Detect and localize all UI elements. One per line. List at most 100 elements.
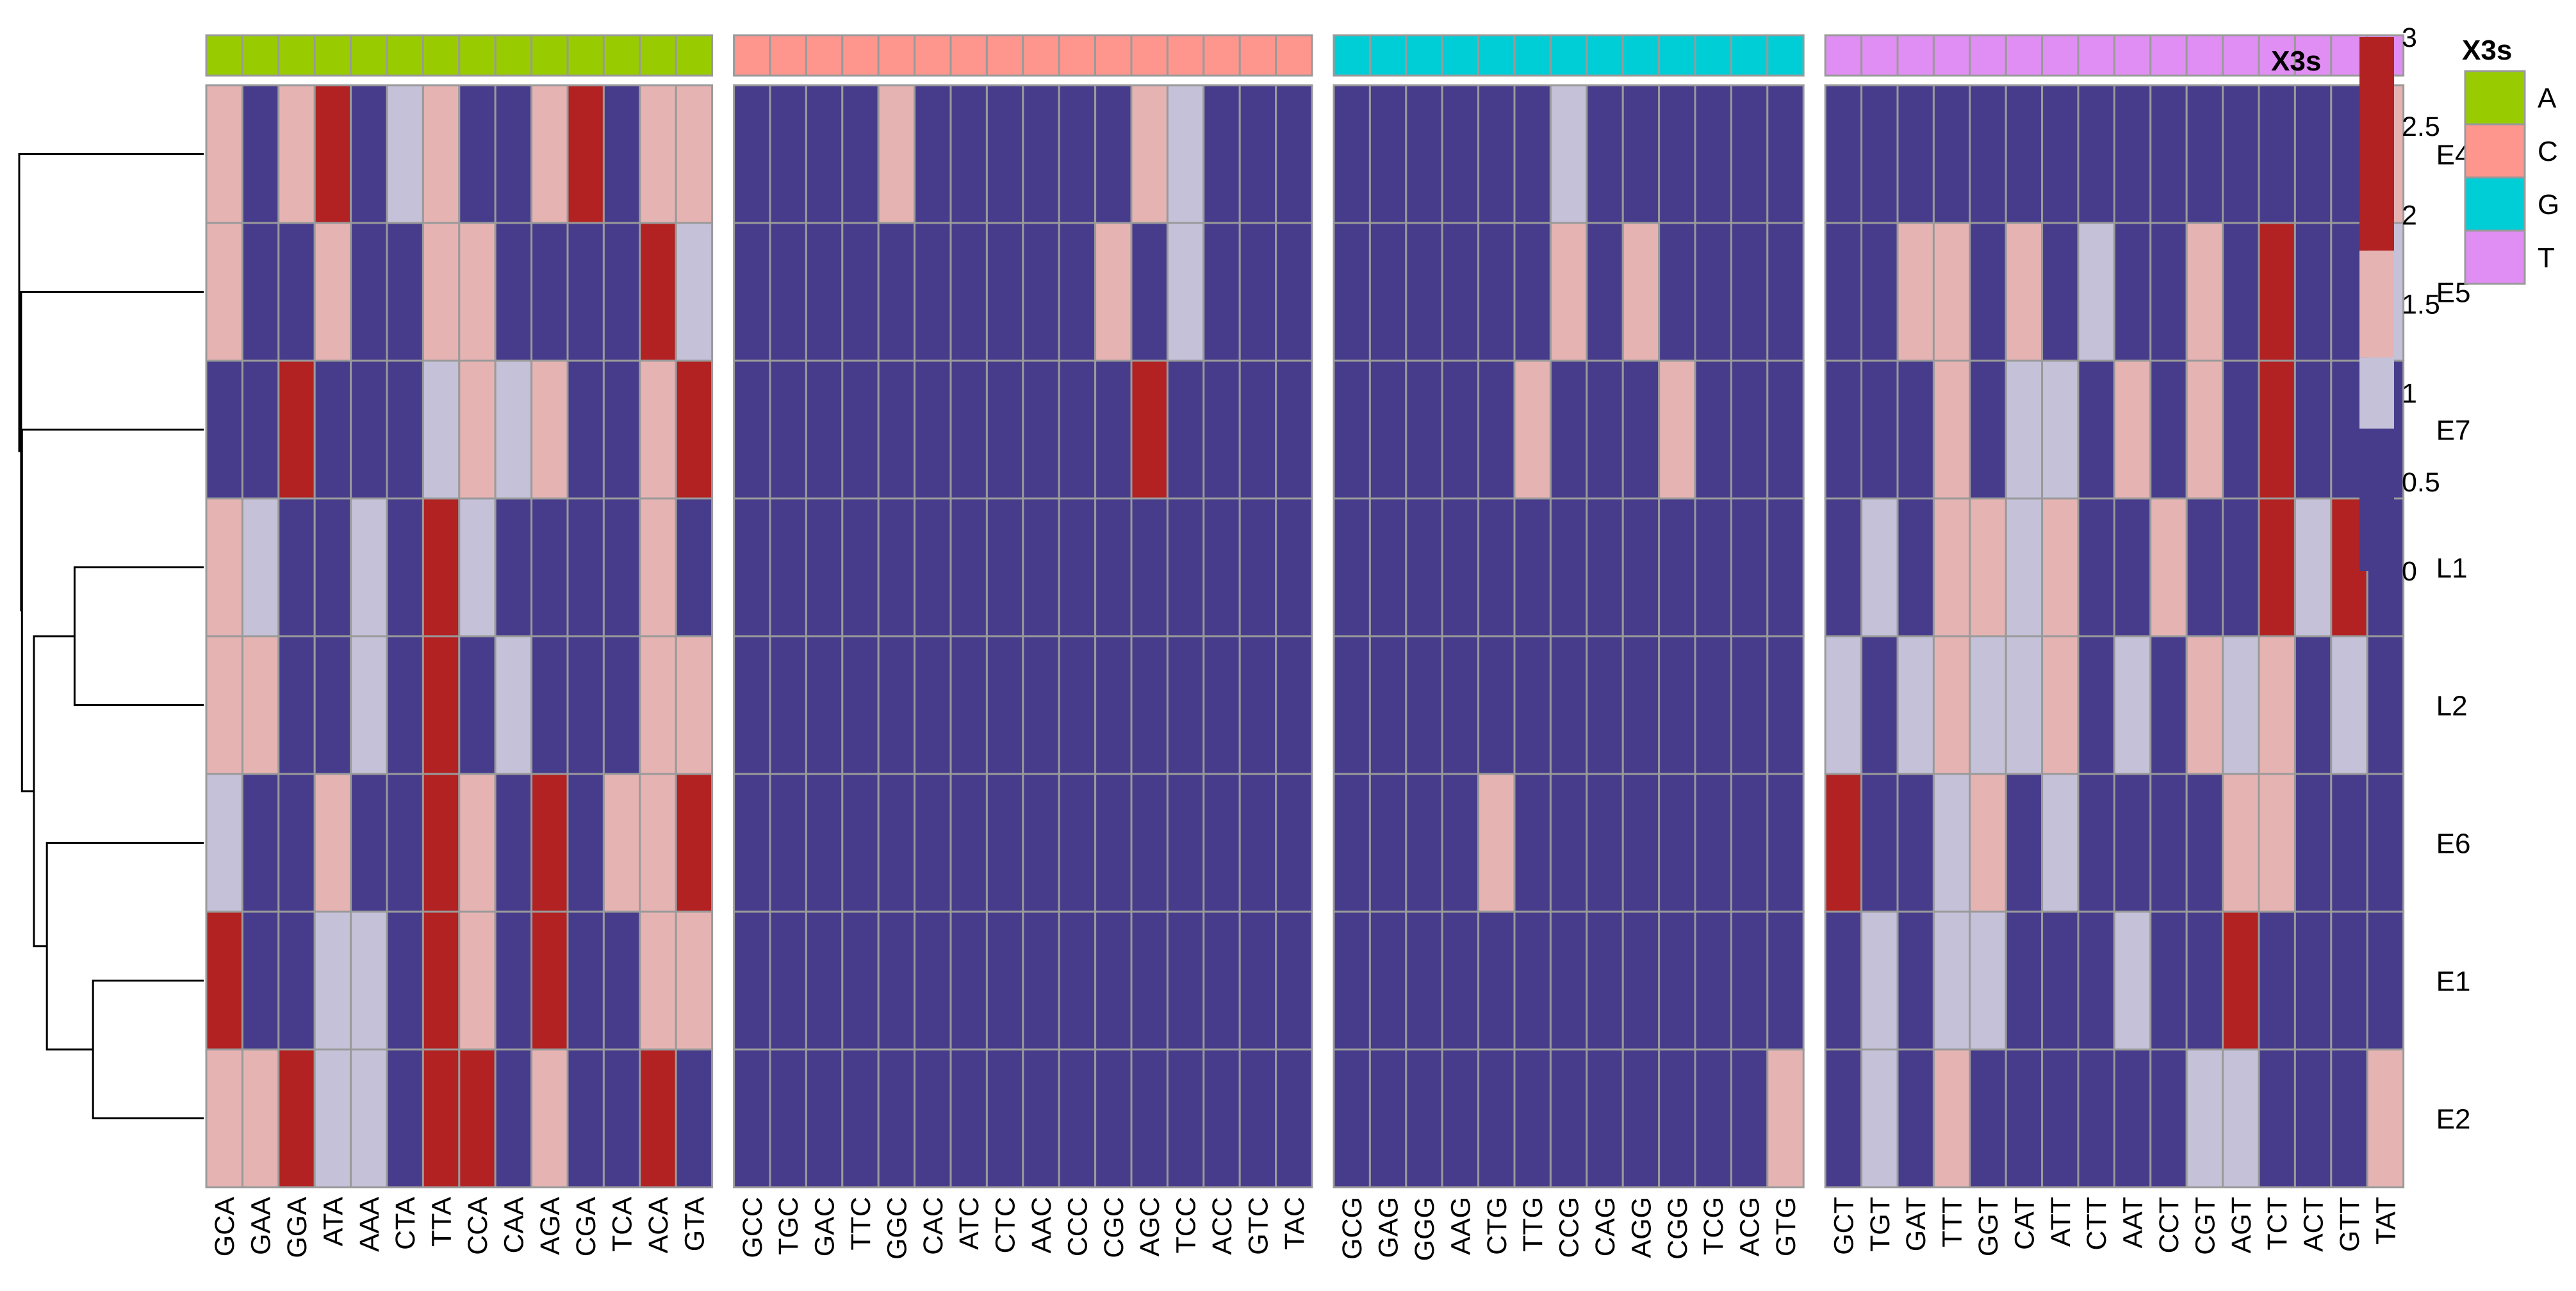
- heatmap-cell: [841, 773, 880, 913]
- heatmap-cell: [1932, 359, 1971, 500]
- heatmap-cell: [2077, 497, 2115, 637]
- heatmap-cell: [2293, 359, 2333, 500]
- colorbar-tick-label: 1.5: [2402, 290, 2440, 320]
- heatmap-cell: [602, 84, 641, 224]
- heatmap-cell: [1166, 910, 1205, 1051]
- heatmap-cell: [1730, 497, 1769, 637]
- heatmap-cell: [1860, 910, 1899, 1051]
- annotation-cell: [985, 34, 1024, 77]
- heatmap-cell: [2185, 773, 2224, 913]
- heatmap-cell: [949, 359, 988, 500]
- colorbar-segment: [2359, 428, 2394, 571]
- legend-label: A: [2538, 83, 2557, 114]
- heatmap-cell: [2149, 773, 2188, 913]
- heatmap-cell: [1694, 497, 1732, 637]
- heatmap-cell: [1513, 222, 1552, 362]
- heatmap-cell: [769, 222, 807, 362]
- heatmap-cell: [1441, 84, 1480, 224]
- heatmap-cell: [1730, 222, 1769, 362]
- heatmap-cell: [769, 1048, 807, 1188]
- heatmap-cell: [2293, 1048, 2333, 1188]
- heatmap-cell: [2077, 84, 2115, 224]
- heatmap-cell: [313, 773, 352, 913]
- heatmap-cell: [1368, 773, 1407, 913]
- heatmap-cell: [205, 222, 243, 362]
- heatmap-cell: [1969, 84, 2007, 224]
- heatmap-cell: [350, 84, 388, 224]
- heatmap-cell: [1766, 359, 1805, 500]
- heatmap-cell: [1694, 1048, 1732, 1188]
- heatmap-cell: [1238, 1048, 1277, 1188]
- column-label: AGA: [535, 1197, 566, 1255]
- heatmap-cell: [985, 84, 1024, 224]
- heatmap-cell: [1896, 84, 1935, 224]
- heatmap-cell: [1513, 773, 1552, 913]
- heatmap-cell: [277, 1048, 316, 1188]
- heatmap-cell: [205, 84, 243, 224]
- heatmap-cell: [205, 635, 243, 775]
- heatmap-cell: [2258, 1048, 2296, 1188]
- heatmap-cell: [1333, 222, 1371, 362]
- heatmap-cell: [313, 222, 352, 362]
- heatmap-cell: [386, 1048, 424, 1188]
- column-label: ACA: [643, 1197, 674, 1254]
- heatmap-cell: [1333, 497, 1371, 637]
- heatmap-cell: [2077, 910, 2115, 1051]
- heatmap-cell: [675, 84, 714, 224]
- annotation-cell: [566, 34, 605, 77]
- column-label: CAA: [498, 1197, 529, 1254]
- column-label: TAC: [1279, 1197, 1310, 1250]
- column-label: ATT: [2046, 1197, 2076, 1247]
- heatmap-cell: [1824, 635, 1863, 775]
- heatmap-cell: [2185, 84, 2224, 224]
- heatmap-cell: [1368, 635, 1407, 775]
- heatmap-cell: [494, 910, 533, 1051]
- heatmap-cell: [1166, 222, 1205, 362]
- column-label: GAT: [1901, 1197, 1932, 1251]
- heatmap-cell: [805, 497, 844, 637]
- colorbar-tick-label: 0: [2402, 556, 2417, 587]
- heatmap-cell: [949, 222, 988, 362]
- column-label: TCG: [1698, 1197, 1729, 1255]
- annotation-cell: [1405, 34, 1443, 77]
- annotation-cell: [1238, 34, 1277, 77]
- column-label: TCT: [2262, 1197, 2293, 1251]
- heatmap-cell: [1130, 497, 1169, 637]
- colorbar-tick-label: 1: [2402, 378, 2417, 409]
- heatmap-cell: [2005, 773, 2044, 913]
- heatmap-cell: [1275, 497, 1313, 637]
- heatmap-cell: [1441, 1048, 1480, 1188]
- heatmap-cell: [241, 910, 280, 1051]
- heatmap-cell: [422, 635, 461, 775]
- heatmap-cell: [1058, 773, 1097, 913]
- heatmap-cell: [2077, 773, 2115, 913]
- heatmap-cell: [458, 222, 496, 362]
- column-label: GAA: [246, 1197, 277, 1255]
- heatmap-cell: [1238, 635, 1277, 775]
- heatmap-cell: [985, 635, 1024, 775]
- heatmap-cell: [1094, 359, 1133, 500]
- heatmap-cell: [985, 359, 1024, 500]
- column-label: TTC: [846, 1197, 876, 1251]
- annotation-cell: [386, 34, 424, 77]
- heatmap-cell: [1969, 635, 2007, 775]
- legend-swatch: [2464, 70, 2526, 126]
- row-dendrogram: [18, 153, 204, 1119]
- heatmap-cell: [1969, 773, 2007, 913]
- heatmap-cell: [1130, 222, 1169, 362]
- annotation-cell: [1166, 34, 1205, 77]
- column-label: TGT: [1865, 1197, 1896, 1252]
- legend-swatch: [2464, 176, 2526, 232]
- annotation-cell: [1333, 34, 1371, 77]
- heatmap-cell: [1549, 635, 1588, 775]
- heatmap-cell: [1730, 1048, 1769, 1188]
- heatmap-cell: [386, 910, 424, 1051]
- dendrogram-branch: [45, 842, 204, 1051]
- heatmap-cell: [1969, 910, 2007, 1051]
- heatmap-cell: [1824, 497, 1863, 637]
- annotation-cell: [2222, 34, 2260, 77]
- heatmap-cell: [602, 1048, 641, 1188]
- heatmap-cell: [1022, 1048, 1060, 1188]
- heatmap-cell: [2149, 497, 2188, 637]
